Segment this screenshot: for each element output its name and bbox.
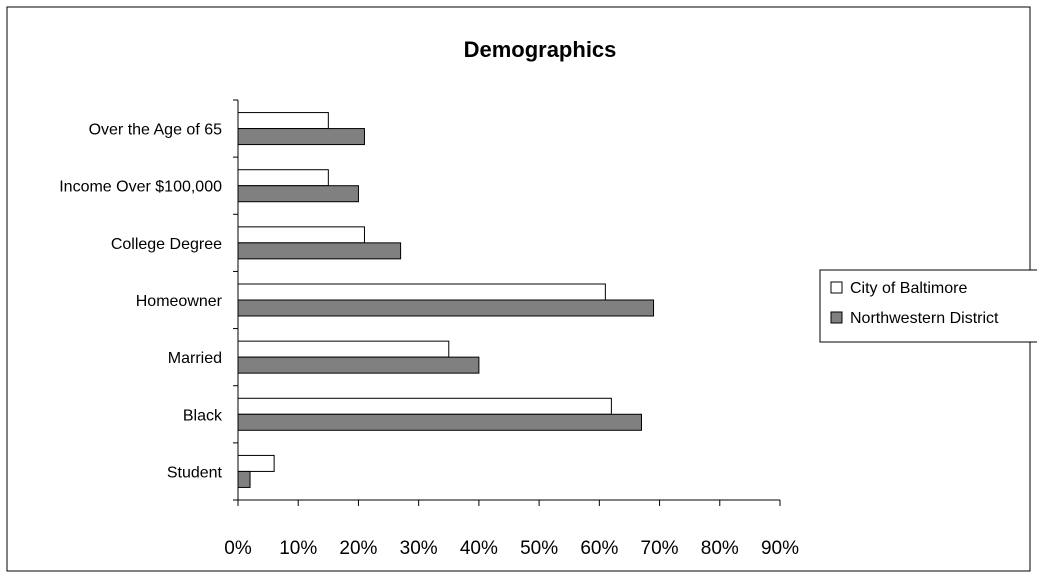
bar-district-2	[237, 242, 402, 260]
category-label: College Degree	[111, 236, 222, 253]
x-tick-label: 40%	[460, 538, 498, 559]
legend-label: City of Baltimore	[850, 280, 967, 297]
x-tick-label: 0%	[224, 538, 252, 559]
bar-city-6	[237, 454, 275, 472]
legend-swatch	[830, 281, 843, 294]
x-tick-label: 90%	[761, 538, 799, 559]
x-tick-label: 70%	[641, 538, 679, 559]
category-label: Income Over $100,000	[59, 179, 222, 196]
bars-layer	[237, 112, 655, 488]
bar-city-2	[237, 226, 365, 244]
category-label: Black	[183, 407, 223, 424]
bar-city-0	[237, 112, 329, 130]
x-tick-label: 60%	[580, 538, 618, 559]
category-label: Student	[167, 464, 223, 481]
x-tick-label: 50%	[520, 538, 558, 559]
legend-box	[819, 269, 1037, 343]
x-tick-label: 30%	[400, 538, 438, 559]
legend-label: Northwestern District	[850, 310, 999, 327]
bar-city-4	[237, 340, 450, 358]
x-tick-label: 80%	[701, 538, 739, 559]
x-tick-label: 20%	[339, 538, 377, 559]
bar-city-3	[237, 283, 606, 301]
bar-district-3	[237, 299, 655, 317]
bar-district-0	[237, 128, 365, 146]
bar-district-1	[237, 185, 359, 203]
bar-district-6	[237, 470, 251, 488]
category-label: Homeowner	[136, 293, 223, 310]
bar-district-5	[237, 413, 642, 431]
bar-city-5	[237, 397, 612, 415]
category-label: Married	[168, 350, 222, 367]
legend-swatch	[830, 311, 843, 324]
axes-layer: Over the Age of 65 Income Over $100,000 Co…	[59, 99, 799, 559]
category-label: Over the Age of 65	[89, 122, 223, 139]
legend: City of Baltimore Northwestern District	[819, 269, 1037, 343]
x-tick-label: 10%	[279, 538, 317, 559]
bar-city-1	[237, 169, 329, 187]
chart-title: Demographics	[464, 37, 617, 62]
bar-district-4	[237, 356, 480, 374]
